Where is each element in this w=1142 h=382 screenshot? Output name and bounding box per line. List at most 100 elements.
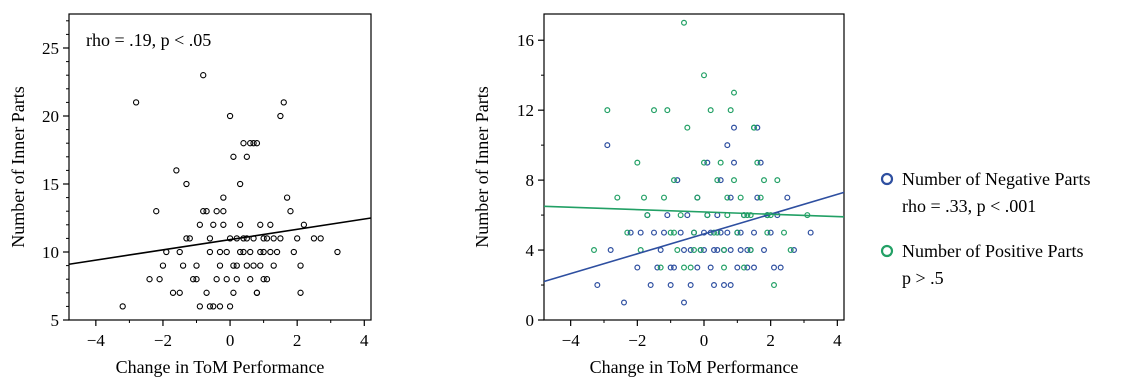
data-point: [714, 247, 721, 254]
data-point: [744, 264, 751, 271]
data-point: [253, 289, 261, 296]
data-point: [754, 124, 761, 131]
data-point: [146, 276, 153, 283]
data-point: [654, 264, 661, 271]
chart2-ytick-label: 12: [517, 101, 534, 120]
legend-marker-negative: [880, 172, 894, 186]
chart1-ytick-label: 10: [42, 243, 59, 262]
legend-label-positive: Number of Positive Parts: [902, 241, 1084, 261]
data-point: [707, 264, 714, 271]
data-point: [260, 235, 267, 242]
data-point: [247, 276, 254, 283]
data-point: [273, 248, 281, 256]
data-point: [300, 221, 308, 228]
data-point: [634, 264, 641, 271]
data-point: [687, 282, 694, 289]
data-point: [720, 247, 727, 254]
data-point: [704, 159, 711, 166]
data-point: [690, 247, 697, 254]
data-point: [760, 247, 767, 254]
data-point: [637, 229, 644, 236]
data-point: [317, 235, 324, 242]
chart1-ytick-label: 5: [51, 311, 60, 330]
data-point: [647, 282, 654, 289]
data-point: [604, 107, 611, 114]
chart2-points: [590, 19, 814, 306]
data-point: [614, 194, 621, 201]
data-point: [230, 153, 237, 160]
data-point: [770, 282, 777, 289]
data-point: [193, 262, 200, 269]
data-point: [787, 247, 794, 254]
data-point: [280, 99, 287, 106]
data-point: [720, 264, 727, 271]
data-point: [734, 229, 741, 236]
data-point: [250, 140, 257, 147]
data-point: [200, 208, 207, 215]
legend-label-negative: Number of Negative Parts: [902, 169, 1090, 189]
data-point: [767, 229, 774, 236]
data-point: [203, 289, 210, 296]
data-point: [200, 72, 207, 79]
data-point: [604, 142, 611, 149]
chart-negative-positive: Change in ToM Performance Number of Inne…: [472, 13, 845, 377]
data-point: [620, 299, 627, 306]
data-point: [730, 124, 737, 131]
chart1-ytick-label: 20: [42, 107, 59, 126]
data-point: [670, 177, 677, 184]
chart1-ytick-label: 25: [42, 39, 59, 58]
fit-line-series-0: [543, 191, 845, 283]
data-point: [700, 247, 707, 254]
data-point: [667, 264, 674, 271]
chart1-stat-annotation: rho = .19, p < .05: [86, 30, 211, 50]
data-point: [667, 282, 674, 289]
data-point: [714, 212, 721, 219]
data-point: [159, 262, 167, 269]
data-point: [730, 177, 737, 184]
chart1-y-axis-label: Number of Inner Parts: [8, 86, 28, 247]
data-point: [750, 264, 757, 271]
data-point: [277, 235, 284, 242]
data-point: [757, 159, 764, 166]
data-point: [210, 221, 217, 228]
data-point: [780, 229, 787, 236]
data-point: [226, 112, 234, 120]
chart1-fit: [68, 217, 372, 266]
data-point: [206, 248, 214, 256]
data-point: [283, 194, 291, 201]
data-point: [210, 303, 217, 310]
data-point: [660, 229, 667, 236]
data-point: [697, 247, 704, 254]
legend-stat-positive: p > .5: [902, 268, 944, 288]
data-point: [690, 229, 697, 236]
data-point: [707, 107, 714, 114]
data-point: [714, 177, 721, 184]
data-point: [223, 248, 230, 256]
data-point: [263, 276, 271, 283]
data-point: [176, 289, 183, 296]
data-point: [233, 262, 240, 269]
chart2-ytick-label: 16: [517, 31, 534, 50]
data-point: [664, 107, 671, 114]
data-point: [257, 221, 264, 228]
data-point: [694, 194, 701, 201]
data-point: [700, 72, 707, 79]
data-point: [240, 248, 247, 256]
data-point: [790, 247, 797, 254]
data-point: [183, 235, 190, 242]
chart2-ytick-label: 0: [526, 311, 535, 330]
data-point: [747, 247, 754, 254]
data-point: [724, 229, 731, 236]
data-point: [132, 99, 140, 106]
data-point: [657, 264, 664, 271]
chart2-plot-frame: [543, 13, 845, 321]
data-point: [677, 212, 684, 219]
data-point: [594, 282, 601, 289]
data-point: [680, 299, 687, 306]
chart1-points: [119, 72, 341, 310]
data-point: [196, 221, 204, 228]
chart2-ticks: −4 −2 0 2 4 0 4 8 12 16: [517, 31, 842, 350]
data-point: [176, 248, 183, 256]
data-point: [727, 194, 734, 201]
